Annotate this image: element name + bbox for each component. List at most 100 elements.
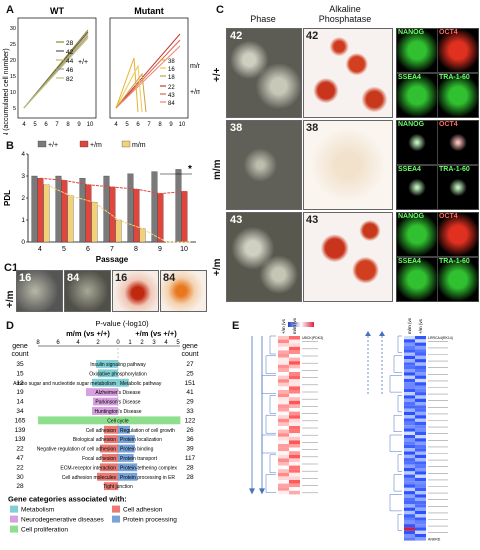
b-xtick: 9 xyxy=(158,246,162,253)
e-heat-cell xyxy=(278,343,289,347)
a-xtick: 9 xyxy=(77,122,81,128)
e-heat-cell xyxy=(404,494,415,498)
d-term-left: Huntington's Disease xyxy=(94,409,141,415)
e-heat-cell xyxy=(415,425,426,429)
a-ytick: 25 xyxy=(10,42,16,48)
b-xlabel: Passage xyxy=(96,255,129,264)
e-heat-cell xyxy=(404,428,415,432)
b-bar xyxy=(43,184,50,243)
d-axis-tick: 4 xyxy=(76,340,80,346)
e-heat-cell xyxy=(404,359,415,363)
b-ytick: 1 xyxy=(21,217,25,224)
d-term-left: Cell cycle xyxy=(107,418,129,424)
e-heat-cell xyxy=(415,405,426,409)
a-plot-title: WT xyxy=(50,6,64,16)
if-marker-label: SSEA4 xyxy=(398,166,421,173)
e-heat-cell xyxy=(404,395,415,399)
e-heat-cell xyxy=(404,411,415,416)
e-heat-cell xyxy=(289,346,300,351)
d-count-right: 28 xyxy=(186,474,194,481)
e-heat-cell xyxy=(289,397,300,401)
e-heat-cell xyxy=(404,484,415,488)
ap-photo-row3 xyxy=(303,212,393,302)
e-heat-cell xyxy=(415,491,426,495)
d-legend-swatch xyxy=(10,525,18,533)
e-heat-cell xyxy=(415,392,426,396)
e-heat-cell xyxy=(278,375,289,380)
d-count-left: 28 xyxy=(16,483,24,490)
e-heat-cell xyxy=(404,345,415,350)
panel-e-heatmaps: +/m (vs +/+) m/m (vs +/+) UBCK(PDK3) m/m (v… xyxy=(249,318,453,542)
e-heat-cell xyxy=(289,364,300,369)
d-count-left: 12 xyxy=(16,380,24,387)
e-heat-cell xyxy=(289,379,300,383)
e-heat-cell xyxy=(289,350,300,354)
e-heat-cell xyxy=(415,458,426,462)
e-heat-cell xyxy=(415,510,426,515)
d-term-right: Protein localization xyxy=(120,437,162,443)
if-marker-label: NANOG xyxy=(398,121,425,128)
e-heat-cell xyxy=(404,385,415,389)
ap-line-row3: 43 xyxy=(306,214,319,226)
d-right-header: +/m (vs +/+) xyxy=(135,329,177,338)
if-marker-label: OCT4 xyxy=(439,213,458,220)
e-heat-cell xyxy=(278,404,289,408)
d-count-right: 25 xyxy=(186,370,194,377)
e-heat-cell xyxy=(278,336,289,340)
e-heat-cell xyxy=(278,390,289,394)
d-count-left: 22 xyxy=(16,464,24,471)
e-heat-cell xyxy=(278,476,289,480)
a-plot-title: Mutant xyxy=(134,6,164,16)
e-heat-cell xyxy=(404,398,415,402)
phase-line-row2: 38 xyxy=(230,122,243,134)
d-bar-right xyxy=(118,454,134,462)
e-heat-cell xyxy=(415,385,426,389)
e-heat-cell xyxy=(278,379,289,383)
b-legend-label: +/m xyxy=(90,142,102,149)
e-heat-cell xyxy=(404,402,415,406)
c1-genotype-label: +/m xyxy=(5,290,16,308)
e-heat-cell xyxy=(415,477,426,482)
a-xtick: 9 xyxy=(169,122,173,128)
d-bar-left xyxy=(92,407,118,415)
e-heat-cell xyxy=(404,435,415,439)
e-heat-cell xyxy=(415,487,426,492)
e-heat-cell xyxy=(415,454,426,459)
d-term-left: Alzheimer's Disease xyxy=(95,390,140,396)
if-marker-label: NANOG xyxy=(398,29,425,36)
e-heat-cell xyxy=(404,441,415,445)
e-heat-cell xyxy=(404,405,415,409)
e-left-col-label: +/m (vs +/+) xyxy=(281,318,286,334)
e-heat-cell xyxy=(415,362,426,366)
a-pm-group: +/m xyxy=(190,89,200,96)
e-heat-cell xyxy=(404,365,415,369)
e-dendrogram xyxy=(397,513,402,531)
e-heat-cell xyxy=(278,346,289,351)
e-heat-cell xyxy=(289,454,300,459)
d-term-right: Protein transport xyxy=(120,456,158,462)
b-bar xyxy=(61,180,68,243)
e-heat-cell xyxy=(404,497,415,501)
b-bar xyxy=(55,175,62,243)
e-heat-cell xyxy=(404,421,415,426)
e-dendrogram xyxy=(389,375,402,393)
e-heat-cell xyxy=(278,361,289,365)
d-legend-swatch xyxy=(112,505,120,513)
b-ytick: 4 xyxy=(21,151,25,158)
d-bar-left xyxy=(38,416,118,425)
e-heat-cell xyxy=(404,444,415,449)
panel-b-pdl-chart: 0 1 2 3 4 PDL Passage 4 5 6 7 8 9 10 +/+ +/m m/m * xyxy=(3,140,196,264)
e-heat-cell xyxy=(278,472,289,477)
d-count-right: 41 xyxy=(186,389,194,396)
if-photo-ssea4 xyxy=(396,257,438,302)
panel-c1-label: C1 xyxy=(4,262,19,274)
if-marker-label: TRA-1-60 xyxy=(439,74,470,81)
d-count-right: 29 xyxy=(186,399,194,406)
e-heat-cell xyxy=(289,487,300,491)
e-heat-cell xyxy=(415,378,426,383)
e-heat-cell xyxy=(278,354,289,358)
e-heat-cell xyxy=(278,454,289,459)
e-heat-cell xyxy=(289,440,300,444)
e-heat-cell xyxy=(289,444,300,448)
e-heat-cell xyxy=(404,520,415,525)
